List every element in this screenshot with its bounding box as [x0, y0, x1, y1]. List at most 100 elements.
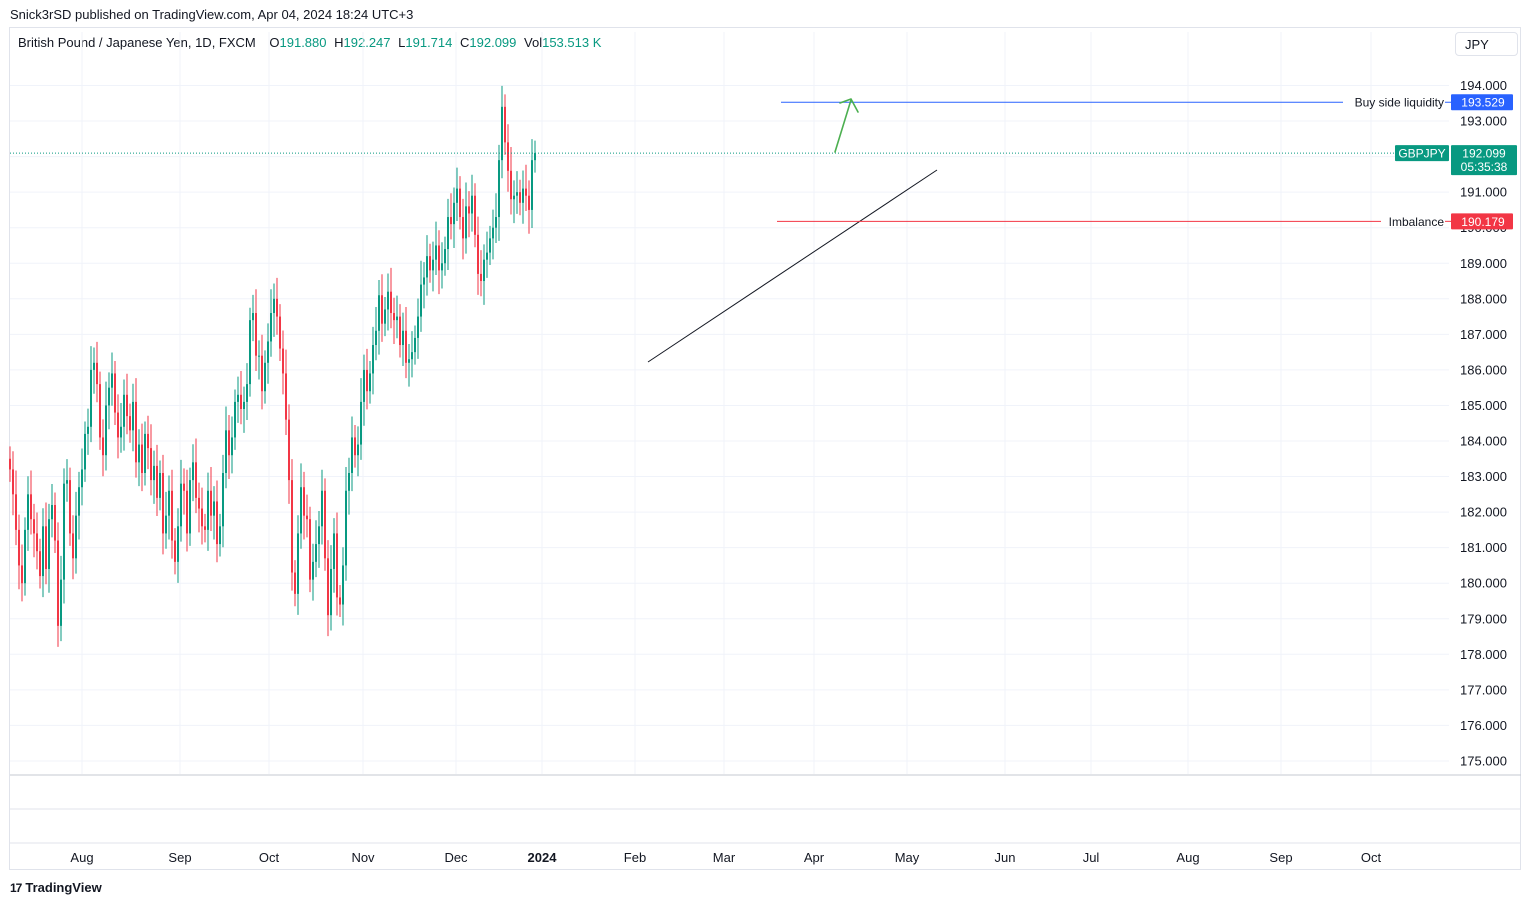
candle-body [111, 373, 113, 388]
candle-body [210, 490, 212, 516]
candle-body [429, 256, 431, 271]
candle-body [504, 106, 506, 143]
x-tick-label: Dec [444, 850, 468, 865]
close-value: 192.099 [469, 35, 517, 50]
candle-body [459, 188, 461, 218]
candle-body [45, 526, 47, 569]
candle-body [471, 195, 473, 214]
candle-body [168, 490, 170, 516]
candle-body [219, 526, 221, 545]
candle-body [327, 558, 329, 616]
candle-body [42, 526, 44, 577]
candle-body [12, 469, 14, 495]
candle-body [156, 465, 158, 498]
x-tick-label: Mar [713, 850, 736, 865]
candle-body [321, 490, 323, 527]
candle-body [438, 245, 440, 271]
candle-body [399, 316, 401, 346]
currency-button[interactable]: JPY [1455, 32, 1518, 56]
candle-body [444, 249, 446, 264]
candle-body [513, 195, 515, 200]
candle-body [354, 437, 356, 456]
candle-body [411, 352, 413, 360]
candle-body [231, 437, 233, 456]
tradingview-mark-icon: 17 [10, 880, 22, 895]
projection-arrow [834, 99, 852, 153]
candle-body [54, 504, 56, 541]
y-tick-label: 186.000 [1460, 362, 1507, 377]
y-tick-label: 176.000 [1460, 718, 1507, 733]
candle-body [462, 217, 464, 239]
candle-body [477, 234, 479, 274]
candle-body [270, 313, 272, 342]
x-tick-label: Sep [1269, 850, 1292, 865]
candle-body [108, 387, 110, 406]
candle-body [441, 263, 443, 271]
candle-body [27, 494, 29, 530]
candle-body [345, 490, 347, 566]
y-tick-label: 194.000 [1460, 78, 1507, 93]
candle-body [240, 394, 242, 410]
candle-body [282, 348, 284, 374]
candle-body [69, 480, 71, 534]
candle-body [198, 497, 200, 509]
candle-body [189, 480, 191, 534]
x-tick-label: May [895, 850, 920, 865]
candle-body [453, 202, 455, 225]
y-tick-label: 183.000 [1460, 469, 1507, 484]
candle-body [447, 217, 449, 250]
candle-body [255, 313, 257, 356]
x-tick-label: Oct [259, 850, 280, 865]
candle-body [402, 330, 404, 346]
symbol-badge-text: GBPJPY [1398, 147, 1445, 161]
high-value: 192.247 [343, 35, 391, 50]
candle-body [426, 256, 428, 278]
candle-body [96, 362, 98, 385]
candle-body [78, 487, 80, 516]
open-value: 191.880 [279, 35, 327, 50]
candle-body [384, 309, 386, 324]
candle-body [381, 295, 383, 324]
candle-body [135, 401, 137, 463]
candle-body [279, 316, 281, 349]
symbol-description[interactable]: British Pound / Japanese Yen, 1D, FXCM [18, 35, 256, 50]
candle-body [405, 330, 407, 363]
candle-body [516, 192, 518, 196]
last-price-text: 192.099 [1462, 147, 1506, 161]
candle-body [528, 195, 530, 210]
candle-body [39, 551, 41, 577]
candle-body [372, 345, 374, 374]
candle-body [522, 188, 524, 203]
candle-body [60, 579, 62, 626]
candle-body [117, 412, 119, 438]
candle-body [366, 369, 368, 392]
candle-body [294, 572, 296, 594]
candle-body [390, 291, 392, 314]
candle-body [213, 501, 215, 516]
candle-body [99, 384, 101, 438]
candle-body [150, 448, 152, 481]
trend-line [647, 169, 938, 363]
countdown-text: 05:35:38 [1461, 160, 1508, 174]
candle-body [375, 330, 377, 346]
tradingview-logo: 17 TradingView [10, 880, 102, 895]
candle-body [63, 483, 65, 580]
candle-body [129, 416, 131, 431]
candle-body [15, 494, 17, 530]
candle-body [162, 472, 164, 534]
candle-body [222, 472, 224, 527]
candle-body [336, 533, 338, 598]
candle-body [180, 483, 182, 527]
candle-body [318, 526, 320, 545]
candle-body [9, 458, 11, 470]
x-tick-label: Jun [995, 850, 1016, 865]
tradingview-brand: TradingView [25, 880, 102, 895]
candle-body [165, 515, 167, 534]
candle-body [225, 430, 227, 473]
x-tick-label: Jul [1083, 850, 1100, 865]
candle-body [30, 494, 32, 520]
y-tick-label: 181.000 [1460, 540, 1507, 555]
candle-body [432, 259, 434, 271]
candle-body [249, 320, 251, 385]
